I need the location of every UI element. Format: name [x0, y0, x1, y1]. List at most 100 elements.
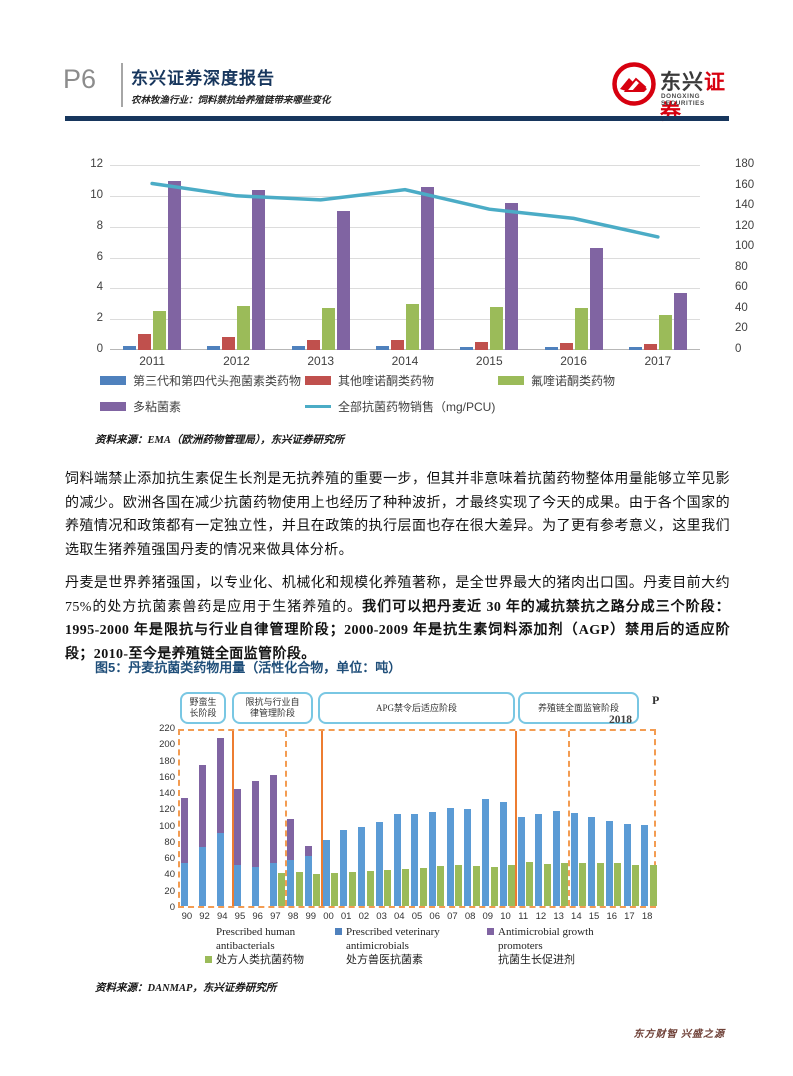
bar-human-00 — [331, 872, 339, 906]
phase-box-1: 野蛮生 长阶段 — [180, 692, 226, 724]
paragraph2-bold: 我们可以把丹麦近 30 年的减抗禁抗之路分成三个阶段：1995-2000 年是限… — [65, 599, 730, 662]
x-axis-tick: 07 — [447, 911, 458, 922]
chart1-source: 资料来源：EMA（欧洲药物管理局），东兴证券研究所 — [95, 435, 345, 446]
x-axis-tick: 09 — [482, 911, 494, 922]
legend-item-fluoroquinolones: 氟喹诺酮类药物 — [498, 372, 615, 389]
phase-label-line: 养殖链全面监管阶段 — [537, 702, 619, 713]
bar-human-97 — [278, 873, 286, 906]
chart2-clipped-text-p: P — [652, 693, 660, 707]
bar-human-02 — [366, 871, 374, 906]
report-subtitle: 农林牧渔行业：饲料禁抗给养殖链带来哪些变化 — [131, 96, 331, 106]
x-axis-tick: 2015 — [475, 354, 503, 368]
swatch-purple — [487, 928, 494, 935]
bar-human-98 — [295, 871, 303, 906]
gridline — [110, 165, 700, 166]
bar-veterinary-13 — [552, 810, 560, 906]
legend-en-row: Antimicrobial growth promoters — [487, 925, 627, 953]
bar-veterinary-10 — [499, 801, 507, 906]
phase-box-4: 养殖链全面监管阶段 — [518, 692, 639, 724]
bar-human-13 — [561, 862, 569, 906]
legend-item-other-quinolones: 其他喹诺酮类药物 — [305, 372, 434, 389]
y-axis-tick: 80 — [164, 836, 175, 848]
phase-label-line: 长阶段 — [189, 708, 217, 718]
bar-2016 — [559, 343, 573, 350]
body-paragraph-2: 丹麦是世界养猪强国，以专业化、机械化和规模化养殖著称，是全世界最大的猪肉出口国。… — [65, 572, 730, 666]
total-sales-line — [150, 181, 660, 239]
y-axis-tick: 20 — [164, 885, 175, 897]
bar-2013 — [336, 211, 350, 350]
logo-wordmark: 东兴证券 — [660, 66, 732, 126]
right-axis-tick: 60 — [735, 281, 748, 294]
bar-2016 — [574, 308, 588, 350]
bar-growth-promoter-90 — [181, 797, 189, 863]
bar-veterinary-16 — [606, 820, 614, 906]
y-axis-tick: 160 — [159, 771, 175, 783]
gridline — [110, 226, 700, 228]
legend-en: Prescribed veterinary antimicrobials — [346, 926, 440, 952]
bar-2015 — [505, 202, 519, 350]
legend-label: 第三代和第四代头孢菌素类药物 — [133, 374, 302, 388]
bar-growth-promoter-98 — [287, 818, 295, 860]
x-axis-tick: 94 — [216, 911, 228, 922]
swatch-teal-line — [305, 405, 331, 408]
denmark-antimicrobial-chart: 野蛮生 长阶段 限抗与行业自 律管理阶段 APG禁令后适应阶段 养殖链全面监管阶段 0 20 4… — [0, 685, 793, 975]
legend-cn: 处方人类抗菌药物 — [216, 954, 304, 966]
bar-2015 — [460, 346, 474, 350]
legend-label: 氟喹诺酮类药物 — [531, 374, 616, 388]
legend-en: Prescribed human antibacterials — [216, 926, 296, 952]
figure5-caption: 图5：丹麦抗菌类药物用量（活性化合物，单位：吨） — [95, 660, 402, 675]
left-axis-tick: 2 — [96, 312, 103, 325]
legend-item-veterinary: Prescribed veterinary antimicrobials 处方兽… — [335, 925, 475, 967]
gridline — [110, 288, 700, 290]
swatch-red — [305, 376, 331, 385]
bar-veterinary-04 — [393, 814, 401, 906]
legend-en: Antimicrobial growth promoters — [498, 926, 594, 952]
bar-veterinary-08 — [464, 809, 472, 906]
swatch-green — [498, 376, 524, 385]
chart2-clipped-text-2018: 2018 — [609, 714, 632, 726]
x-axis-tick: 92 — [199, 911, 210, 922]
bar-2012 — [207, 345, 221, 350]
bar-2012 — [237, 306, 251, 350]
bar-human-11 — [525, 862, 533, 906]
bar-2015 — [490, 306, 504, 350]
x-axis-tick: 10 — [500, 911, 511, 922]
bar-veterinary-07 — [446, 808, 454, 906]
bar-2011 — [123, 346, 137, 350]
bar-2016 — [589, 248, 603, 350]
bar-2015 — [475, 341, 489, 350]
right-axis-tick: 100 — [735, 240, 755, 253]
bar-growth-promoter-99 — [305, 845, 313, 856]
bar-veterinary-05 — [411, 814, 419, 906]
phase-label-line: APG禁令后适应阶段 — [375, 702, 457, 713]
x-axis-tick: 2017 — [644, 354, 672, 368]
gridline — [110, 195, 700, 197]
bar-2011 — [168, 181, 182, 350]
legend-label: 全部抗菌药物销售（mg/PCU) — [338, 400, 496, 414]
x-axis-line — [110, 349, 700, 350]
legend-item-human: Prescribed human antibacterials 处方人类抗菌药物 — [205, 925, 323, 967]
x-axis-tick: 13 — [553, 911, 564, 922]
bar-2017 — [643, 343, 657, 350]
x-axis-tick: 03 — [376, 911, 387, 922]
dongxing-logo-icon — [612, 62, 656, 106]
logo-cn-dark: 东兴 — [660, 71, 704, 94]
dongxing-logo: 东兴证券 DONGXING SECURITIES — [612, 60, 732, 124]
legend-cn-row: 处方人类抗菌药物 — [205, 953, 323, 967]
paragraph2-normal: 丹麦是世界养猪强国，以专业化、机械化和规模化养殖著称，是全世界最大的猪肉出口国。… — [65, 576, 730, 615]
x-axis-tick: 05 — [411, 911, 423, 922]
bar-veterinary-17 — [623, 823, 631, 906]
x-axis-tick: 12 — [535, 911, 547, 922]
left-axis-tick: 12 — [90, 158, 103, 170]
x-axis-tick: 2011 — [139, 354, 166, 368]
x-axis-tick: 18 — [641, 911, 653, 922]
bar-veterinary-11 — [517, 817, 525, 906]
y-axis-tick: 40 — [164, 869, 175, 881]
x-axis-tick: 2013 — [307, 354, 335, 368]
swatch-blue — [335, 928, 342, 935]
x-axis-tick: 02 — [358, 911, 370, 922]
y-axis-tick: 140 — [159, 788, 175, 800]
y-axis-tick: 200 — [159, 739, 175, 751]
bar-human-15 — [596, 862, 604, 906]
